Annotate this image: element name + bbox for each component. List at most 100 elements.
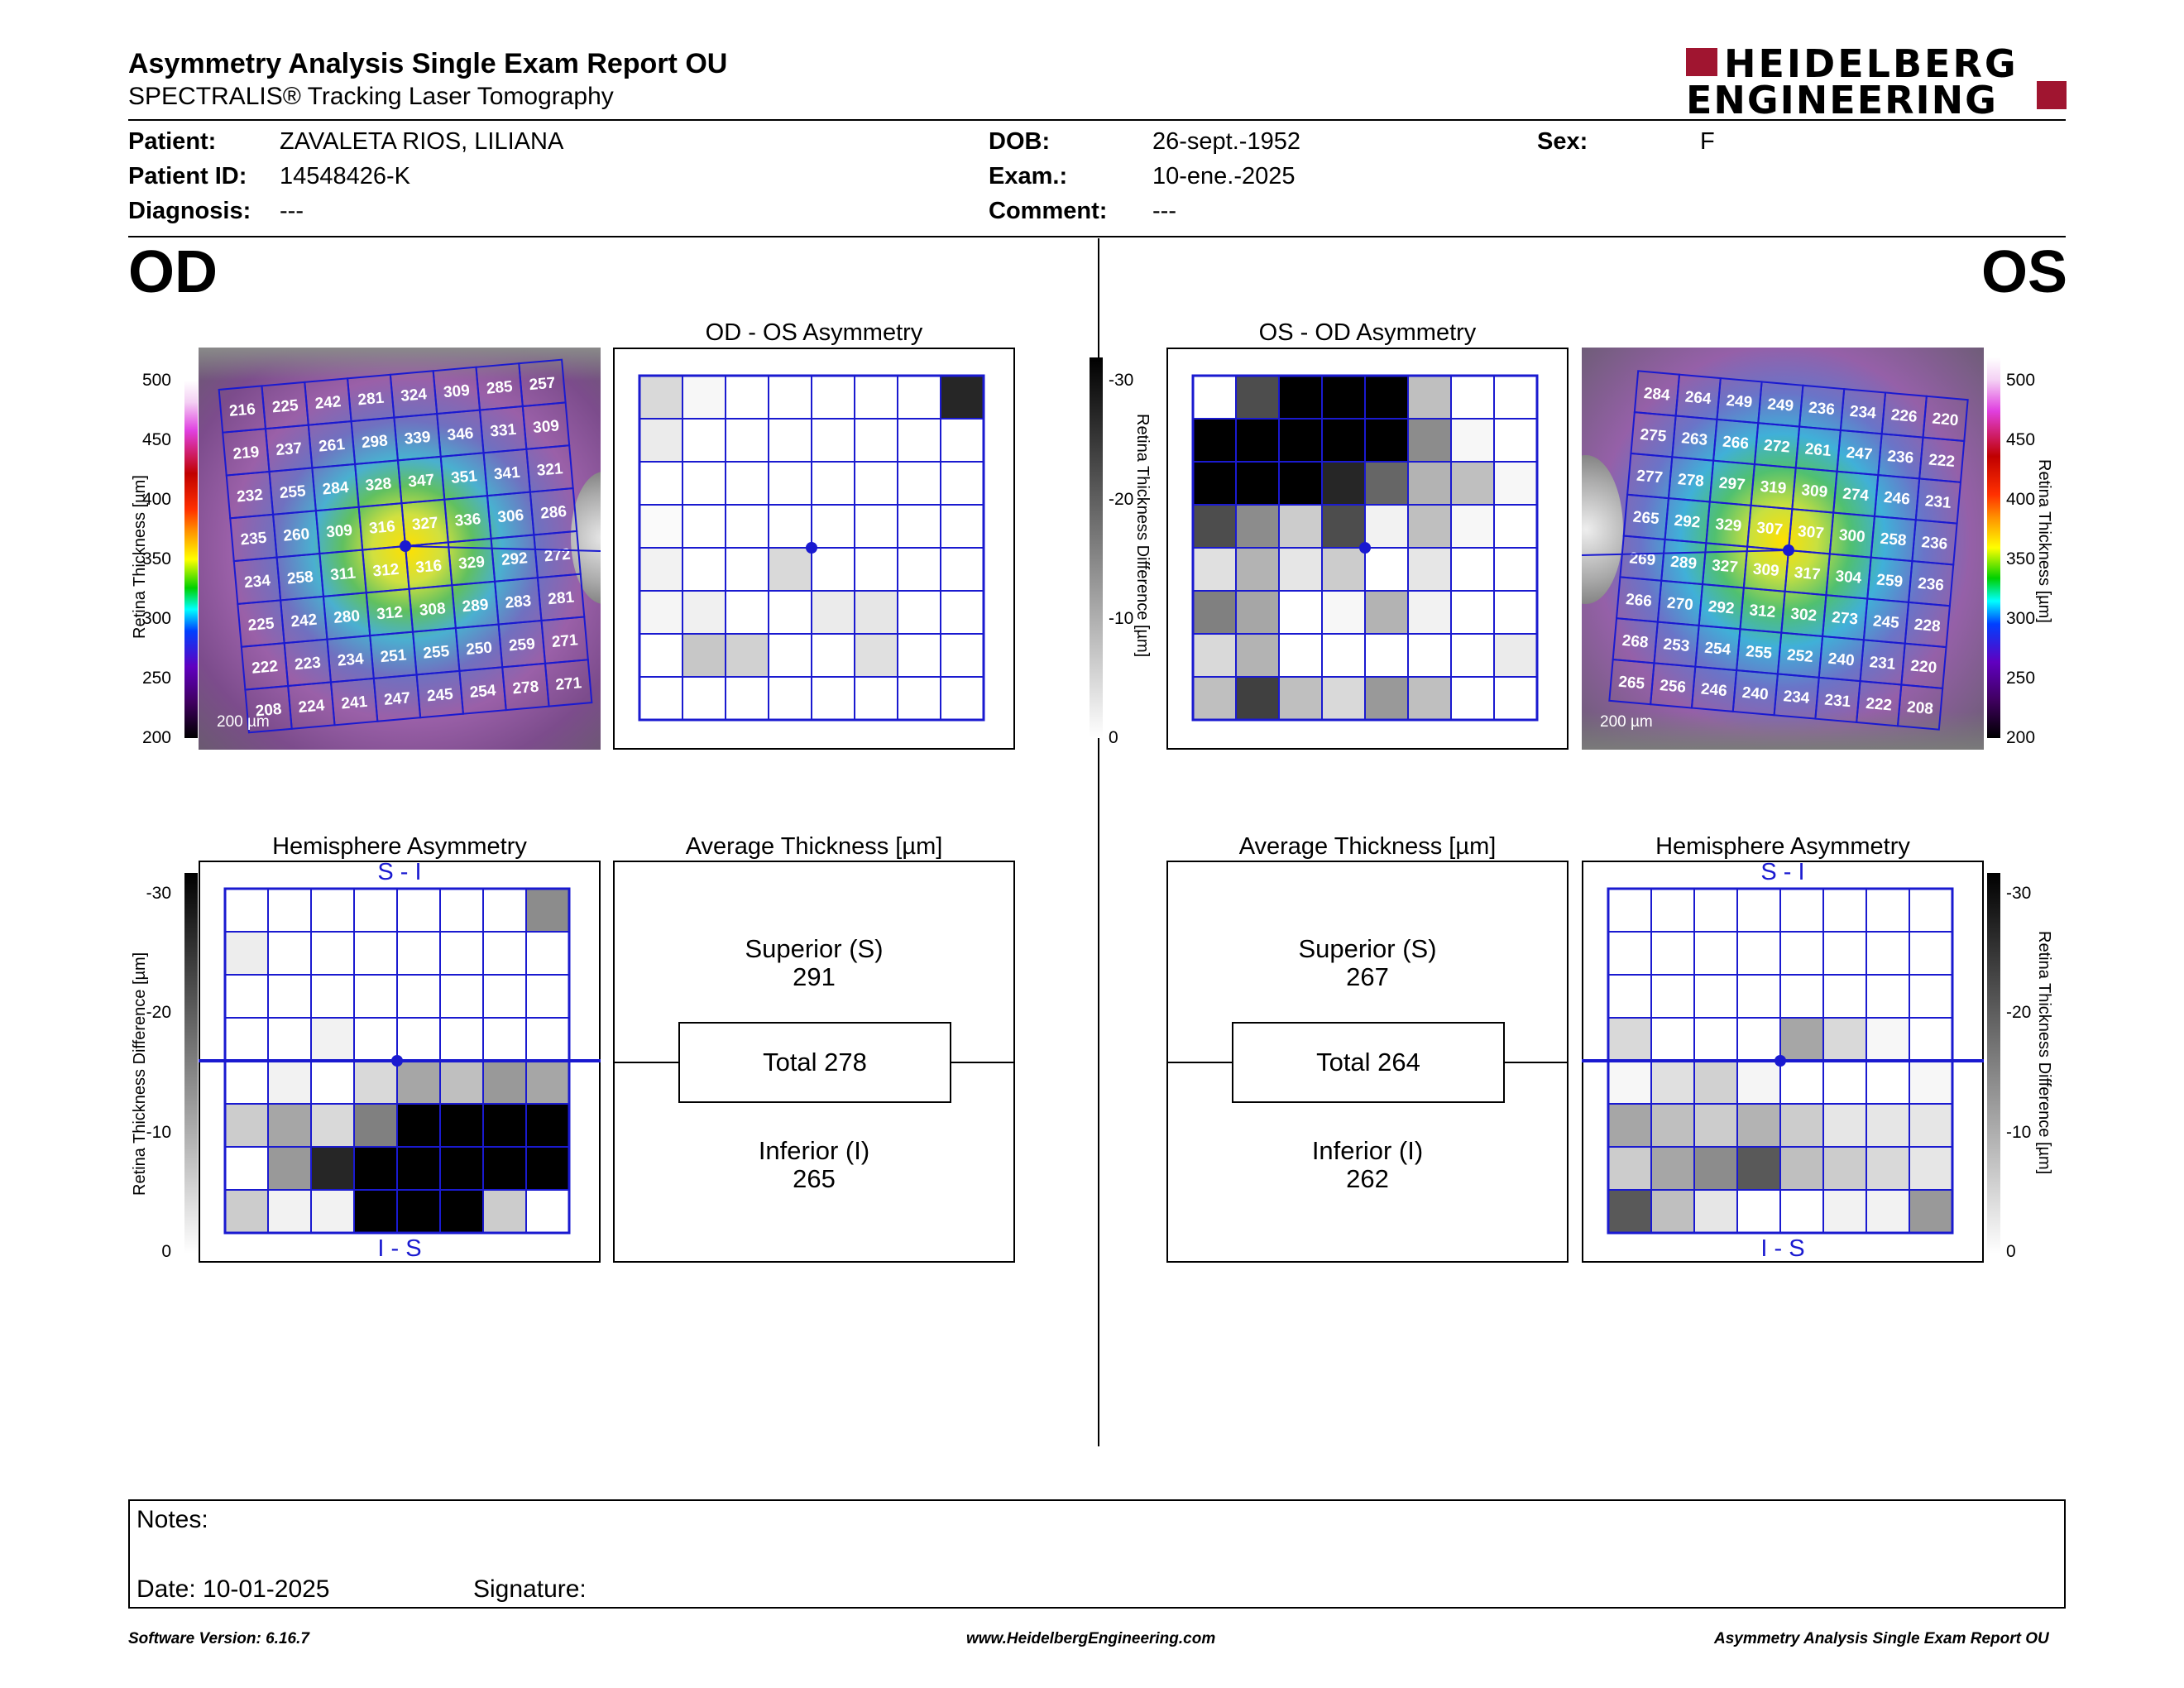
od-hemi-cell xyxy=(482,974,527,1019)
os-thick-value: 304 xyxy=(1835,568,1863,587)
os-asym-fovea-dot xyxy=(1359,542,1371,554)
od-thickness-colorbar xyxy=(184,381,198,738)
od-thick-value: 223 xyxy=(294,654,321,674)
os-asym-cell xyxy=(1407,418,1452,463)
os-asym-cell xyxy=(1235,504,1280,549)
od-asym-cell xyxy=(725,590,769,635)
os-thick-value: 247 xyxy=(1846,444,1873,464)
od-thick-value: 257 xyxy=(529,374,556,394)
od-asym-cell xyxy=(811,375,855,420)
od-thick-rotated-grid: 216 225 242 281 324 309 285 257 219 237 261 298 339 3… xyxy=(218,358,593,734)
os-asym-cell xyxy=(1493,676,1538,721)
od-hemi-cell xyxy=(224,931,269,976)
od-thick-value: 235 xyxy=(240,530,268,549)
od-hemi-cell xyxy=(310,1017,355,1062)
od-asym-cell xyxy=(897,418,941,463)
od-asym-cell xyxy=(897,504,941,549)
od-hemi-cell xyxy=(353,1060,398,1105)
exam-label: Exam.: xyxy=(989,163,1068,189)
od-asym-cell xyxy=(811,418,855,463)
os-thick-value: 265 xyxy=(1618,674,1646,693)
os-hemi-cell xyxy=(1866,1189,1910,1234)
od-scale-bar: 200 µm xyxy=(217,713,270,731)
od-hemi-cell xyxy=(525,1017,570,1062)
os-hemi-cell xyxy=(1822,1103,1867,1148)
od-hemi-cell xyxy=(482,888,527,933)
os-asym-cell xyxy=(1407,461,1452,506)
od-asym-cell xyxy=(725,418,769,463)
od-hemi-cell xyxy=(353,931,398,976)
od-hemi-cell xyxy=(482,1060,527,1105)
os-hemi-cell xyxy=(1607,1146,1652,1191)
os-diff-axis-label: Retina Thickness Difference [µm] xyxy=(2035,931,2053,1175)
od-hemi-cell xyxy=(267,1103,312,1148)
od-asym-cell xyxy=(854,418,898,463)
os-label: OS xyxy=(1981,239,2068,305)
od-hemi-cell xyxy=(525,1060,570,1105)
os-thickness-tick: 350 xyxy=(2006,549,2036,568)
os-asym-cell xyxy=(1321,590,1366,635)
os-asym-cell xyxy=(1364,461,1409,506)
os-asym-cell xyxy=(1235,676,1280,721)
od-hemi-cell xyxy=(396,1017,441,1062)
os-thickness-tick: 450 xyxy=(2006,430,2036,449)
os-hemi-top-label: S - I xyxy=(1760,859,1805,885)
os-asym-cell xyxy=(1364,633,1409,678)
od-asym-cell xyxy=(682,676,726,721)
patient-name: ZAVALETA RIOS, LILIANA xyxy=(280,128,564,155)
os-diff-tick: -30 xyxy=(2006,884,2032,903)
os-hemi-cell xyxy=(1736,1060,1781,1105)
od-asym-cell xyxy=(811,547,855,592)
os-hemi-cell xyxy=(1866,1103,1910,1148)
od-thick-value: 232 xyxy=(236,487,263,506)
os-diff-colorbar xyxy=(1987,873,2000,1254)
od-hemi-cell xyxy=(396,888,441,933)
os-asym-cell xyxy=(1493,418,1538,463)
os-thick-value: 258 xyxy=(1880,530,1907,550)
os-asym-cell xyxy=(1321,547,1366,592)
od-hemi-cell xyxy=(310,1103,355,1148)
os-asym-cell xyxy=(1321,633,1366,678)
os-asym-cell xyxy=(1407,633,1452,678)
website-link[interactable]: www.HeidelbergEngineering.com xyxy=(966,1630,1216,1647)
os-thickness-axis-label: Retina Thickness [µm] xyxy=(2035,459,2053,623)
os-thick-value: 309 xyxy=(1801,482,1828,501)
os-asym-cell xyxy=(1321,676,1366,721)
od-thick-value: 237 xyxy=(275,439,303,459)
od-asym-cell xyxy=(768,461,812,506)
od-thick-value: 208 xyxy=(255,701,282,721)
od-hemisphere-grid xyxy=(199,887,601,1235)
os-hemi-cell xyxy=(1650,1060,1695,1105)
os-hemi-cell xyxy=(1822,974,1867,1019)
od-thick-value: 308 xyxy=(419,600,446,620)
od-hemi-cell xyxy=(353,1017,398,1062)
os-asym-cell xyxy=(1450,547,1495,592)
os-hemi-cell xyxy=(1779,931,1824,976)
od-thick-value: 272 xyxy=(544,546,571,566)
od-asym-cell xyxy=(854,547,898,592)
od-diff-colorbar xyxy=(184,873,198,1254)
os-hemisphere-grid xyxy=(1582,887,1984,1235)
os-hemi-cell xyxy=(1650,931,1695,976)
od-asym-cell xyxy=(897,676,941,721)
os-thick-value: 226 xyxy=(1890,406,1918,426)
os-hemi-cell xyxy=(1779,1146,1824,1191)
os-hemi-cell xyxy=(1736,931,1781,976)
od-hemi-cell xyxy=(525,1189,570,1234)
od-thick-value: 260 xyxy=(283,525,310,545)
os-asym-cell xyxy=(1192,547,1237,592)
od-asym-cell xyxy=(682,547,726,592)
os-thick-value: 275 xyxy=(1640,426,1668,446)
os-hemi-cell xyxy=(1736,974,1781,1019)
os-thick-value: 312 xyxy=(1749,602,1776,621)
od-thick-value: 316 xyxy=(415,557,443,577)
od-hemi-cell xyxy=(439,1146,484,1191)
os-hemi-cell xyxy=(1693,931,1738,976)
od-hemi-top-label: S - I xyxy=(377,859,422,885)
od-thick-fovea-dot xyxy=(400,540,411,552)
os-hemi-cell xyxy=(1607,888,1652,933)
os-asym-cell xyxy=(1364,418,1409,463)
od-asym-cell xyxy=(768,547,812,592)
od-hemi-cell xyxy=(525,931,570,976)
od-hemi-cell xyxy=(482,1189,527,1234)
